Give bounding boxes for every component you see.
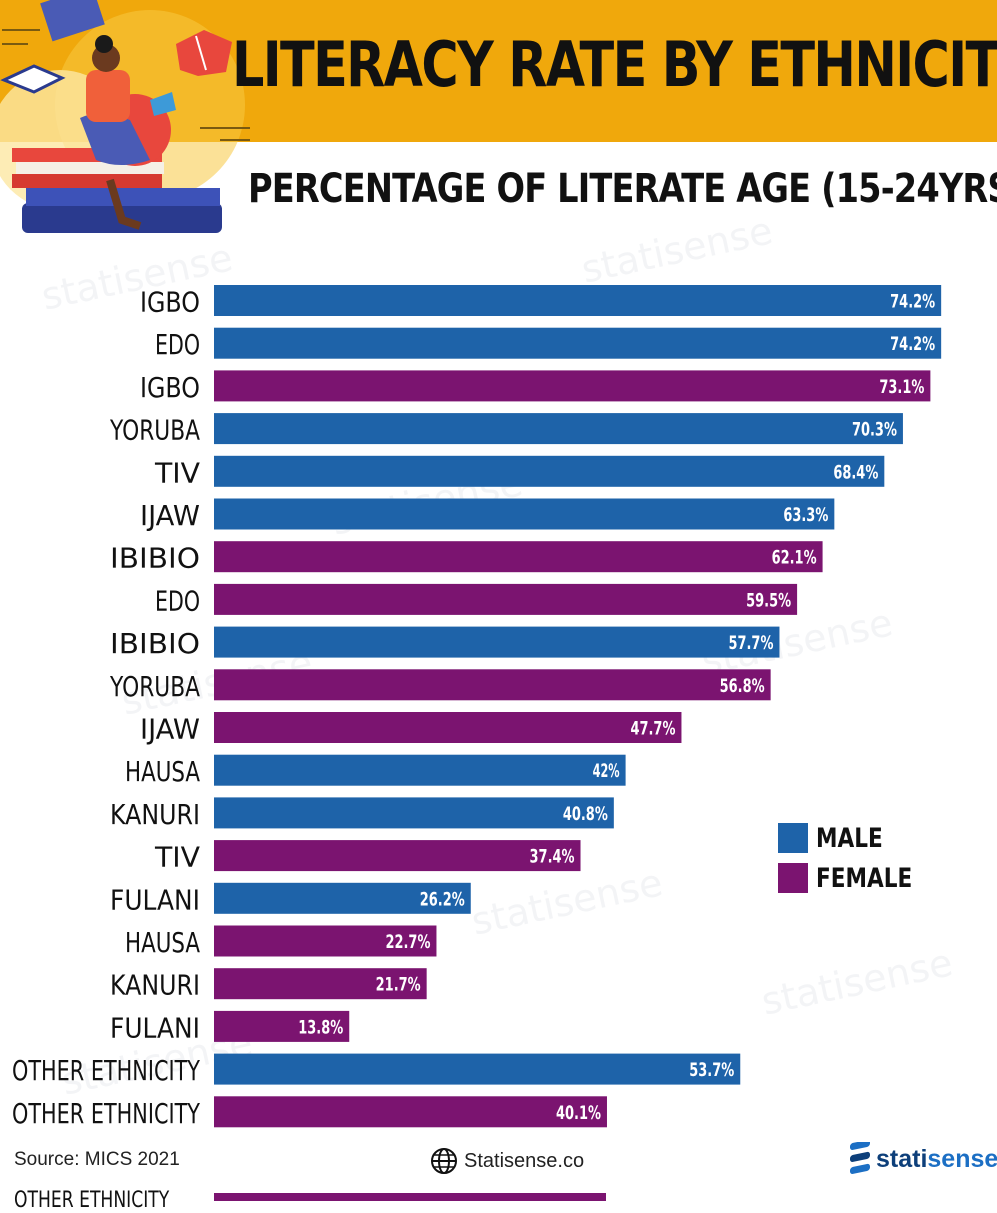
logo-text: statisense	[876, 1145, 997, 1174]
legend-label-female: FEMALE	[816, 862, 913, 894]
bar-igbo-female	[214, 370, 931, 402]
legend-item-male: MALE	[778, 818, 936, 858]
category-label-igbo-male: IGBO	[140, 286, 200, 319]
category-label-edo-female: EDO	[155, 584, 200, 617]
value-label-hausa-male: 42%	[593, 760, 620, 782]
bar-yoruba-male	[214, 413, 903, 445]
bar-kanuri-female	[214, 968, 427, 1000]
value-label-igbo-female: 73.1%	[879, 376, 924, 398]
category-label-kanuri-male: KANURI	[110, 798, 200, 831]
reader-illustration	[0, 0, 250, 240]
bar-yoruba-female	[214, 669, 771, 701]
bar-other-ethnicity-female	[214, 1096, 607, 1128]
bar-edo-female	[214, 583, 798, 615]
category-label-ibibio-female: IBIBIO	[110, 542, 200, 575]
category-label-igbo-female: IGBO	[140, 371, 200, 404]
bar-edo-male	[214, 327, 942, 359]
category-label-ijaw-female: IJAW	[140, 713, 200, 746]
category-label-fulani-female: FULANI	[110, 1011, 200, 1044]
category-label-ijaw-male: IJAW	[140, 499, 200, 532]
globe-icon	[431, 1148, 457, 1174]
category-label-tiv-female: TIV	[154, 841, 200, 874]
bar-tiv-male	[214, 455, 885, 487]
value-label-tiv-male: 68.4%	[833, 461, 878, 483]
value-label-hausa-female: 22.7%	[385, 931, 430, 953]
category-label-yoruba-female: YORUBA	[109, 670, 200, 703]
value-label-ijaw-male: 63.3%	[783, 504, 828, 526]
value-label-other-ethnicity-male: 53.7%	[689, 1059, 734, 1081]
category-label-edo-male: EDO	[155, 328, 200, 361]
bar-kanuri-male	[214, 797, 614, 829]
bar-hausa-male	[214, 754, 626, 786]
site-link[interactable]: Statisense.co	[430, 1147, 584, 1175]
bar-igbo-male	[214, 285, 942, 316]
bar-ibibio-female	[214, 541, 823, 573]
category-label-yoruba-male: YORUBA	[109, 414, 200, 447]
cutoff-label: OTHER ETHNICITY	[14, 1188, 170, 1213]
value-label-ibibio-female: 62.1%	[772, 547, 817, 569]
value-label-fulani-male: 26.2%	[420, 888, 465, 910]
category-label-tiv-male: TIV	[154, 456, 200, 489]
bar-ijaw-male	[214, 498, 835, 530]
category-label-ibibio-male: IBIBIO	[110, 627, 200, 660]
bar-ibibio-male	[214, 626, 780, 658]
value-label-ijaw-female: 47.7%	[630, 718, 675, 740]
value-label-yoruba-female: 56.8%	[720, 675, 765, 697]
value-label-other-ethnicity-female: 40.1%	[556, 1102, 601, 1124]
legend: MALE FEMALE	[778, 818, 936, 898]
category-label-hausa-male: HAUSA	[125, 755, 200, 788]
site-label: Statisense.co	[464, 1149, 585, 1172]
value-label-fulani-female: 13.8%	[298, 1016, 343, 1038]
bar-hausa-female	[214, 925, 437, 957]
value-label-igbo-male: 74.2%	[890, 291, 935, 313]
female-swatch	[778, 863, 808, 893]
bar-fulani-female	[214, 1010, 350, 1042]
bar-other-ethnicity-male	[214, 1053, 741, 1085]
value-label-edo-female: 59.5%	[746, 589, 791, 611]
value-label-ibibio-male: 57.7%	[728, 632, 773, 654]
bar-tiv-female	[214, 840, 581, 872]
logo-text-main: stati	[876, 1144, 928, 1173]
statisense-logo-icon	[850, 1142, 870, 1175]
logo-text-accent: sense	[927, 1144, 997, 1173]
value-label-edo-male: 74.2%	[890, 333, 935, 355]
legend-label-male: MALE	[816, 822, 883, 854]
category-label-other-ethnicity-female: OTHER ETHNICITY	[12, 1097, 201, 1130]
legend-item-female: FEMALE	[778, 858, 936, 898]
value-label-kanuri-male: 40.8%	[563, 803, 608, 825]
statisense-logo: statisense	[848, 1142, 997, 1176]
category-label-hausa-female: HAUSA	[125, 926, 200, 959]
cutoff-bar	[214, 1193, 606, 1201]
category-label-other-ethnicity-male: OTHER ETHNICITY	[12, 1054, 201, 1087]
category-label-fulani-male: FULANI	[110, 883, 200, 916]
source-note: Source: MICS 2021	[14, 1149, 180, 1170]
category-label-kanuri-female: KANURI	[110, 969, 200, 1002]
bar-fulani-male	[214, 882, 471, 914]
value-label-yoruba-male: 70.3%	[852, 419, 897, 441]
value-label-tiv-female: 37.4%	[530, 846, 575, 868]
bar-ijaw-female	[214, 712, 682, 743]
value-label-kanuri-female: 21.7%	[376, 974, 421, 996]
male-swatch	[778, 823, 808, 853]
